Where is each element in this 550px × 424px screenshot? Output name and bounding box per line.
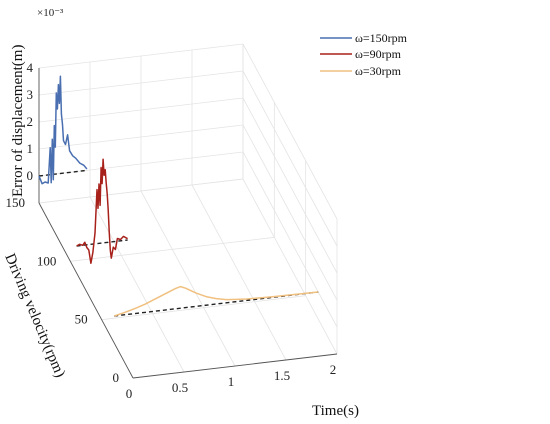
floor-gridline-x [242, 178, 338, 355]
z-tick-label: 4 [27, 60, 34, 75]
z-tick-label: 1 [27, 141, 34, 156]
y-tick-label: 50 [75, 312, 88, 327]
side-wall-gridline-z [242, 43, 338, 220]
z-exponent-label: ×10⁻³ [37, 7, 64, 19]
x-axis-label: Time(s) [312, 403, 359, 419]
x-tick-label: 0 [126, 386, 133, 401]
back-wall-gridline-z [38, 70, 244, 96]
side-wall-gridline-z [242, 97, 338, 274]
y-tick-label: 100 [37, 253, 57, 268]
z-tick-label: 0 [27, 168, 34, 183]
legend: ω=150rpm ω=90rpm ω=30rpm [316, 28, 436, 80]
back-wall-gridline-z [38, 151, 244, 177]
floor-gridline-x [140, 190, 236, 367]
y-axis-line [38, 202, 134, 379]
legend-label-30: ω=30rpm [355, 64, 402, 78]
back-wall-gridline-z [38, 124, 244, 150]
baseline-layer [38, 169, 319, 317]
floor-gridline-y [70, 236, 275, 262]
x-tick-label: 0.5 [172, 380, 188, 395]
y-axis-label: Driving velocity(rpm) [1, 251, 68, 380]
y-tick-label: 0 [113, 370, 120, 385]
floor-gridline-x [191, 184, 287, 361]
grid-layer [38, 43, 338, 379]
x-tick-label: 1.5 [274, 368, 290, 383]
x-tick-label: 2 [330, 362, 337, 377]
series-line [113, 285, 319, 317]
z-tick-label: 3 [27, 87, 34, 102]
x-axis-line [132, 353, 338, 379]
back-wall-gridline-z [38, 43, 244, 69]
y-tick-label: 150 [6, 195, 26, 210]
side-wall-gridline-z [242, 70, 338, 247]
zero-baseline [38, 169, 88, 177]
series-line [76, 158, 128, 264]
floor-gridline-y [101, 295, 306, 321]
back-wall-gridline-z [38, 178, 244, 204]
legend-label-90: ω=90rpm [355, 47, 402, 61]
z-axis-label: Error of displacement(m) [10, 45, 26, 197]
series-line [38, 75, 88, 185]
z-tick-label: 2 [27, 114, 34, 129]
floor-gridline-x [89, 196, 185, 373]
back-wall-gridline-z [38, 97, 244, 123]
side-wall-gridline-z [242, 124, 338, 301]
legend-label-150: ω=150rpm [355, 31, 408, 45]
x-tick-label: 1 [228, 374, 235, 389]
side-wall-gridline-z [242, 151, 338, 328]
series-layer [38, 75, 319, 317]
